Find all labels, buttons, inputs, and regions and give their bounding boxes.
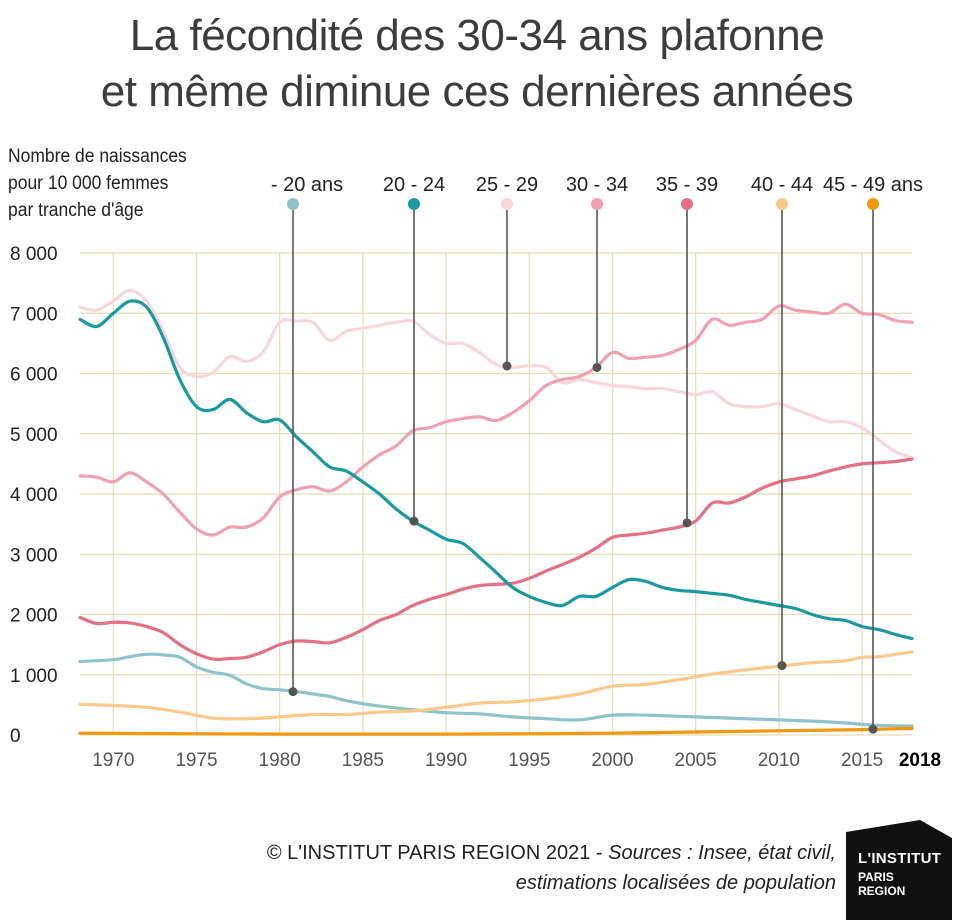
- legend-dot-25-29: [501, 198, 513, 210]
- y-axis-ticks: 0 1 000 2 000 3 000 4 000 5 000 6 000 7 000 8 00…: [10, 244, 58, 747]
- x-tick-label: 2005: [675, 750, 717, 771]
- x-tick-label: 2015: [841, 750, 883, 771]
- x-tick-label: 2000: [591, 750, 633, 771]
- y-tick-label: 1 000: [10, 666, 58, 687]
- x-tick-label: 1970: [92, 750, 134, 771]
- series-line-45-49-ans: [78, 726, 914, 736]
- institut-logo: L'INSTITUT PARIS REGION: [846, 820, 952, 920]
- legend-dot-35-39: [681, 198, 693, 210]
- y-axis-label-line-1: Nombre de naissances: [8, 146, 187, 167]
- y-tick-label: 7 000: [10, 304, 58, 325]
- series-line-30-34: [78, 302, 914, 537]
- x-tick-label: 1980: [259, 750, 301, 771]
- y-axis-label-line-2: pour 10 000 femmes: [8, 173, 169, 194]
- legend-label-20-ans: - 20 ans: [271, 174, 343, 196]
- legend-label-20-24: 20 - 24: [383, 174, 445, 196]
- logo-line-3: REGION: [858, 884, 906, 898]
- y-tick-label: 6 000: [10, 365, 58, 386]
- y-axis-label-line-3: par tranche d'âge: [8, 200, 144, 221]
- x-tick-label: 1985: [342, 750, 384, 771]
- source-reference: Sources : Insee, état civil,: [608, 842, 836, 864]
- legend-leader-dot: [592, 362, 602, 372]
- series-lines: [78, 288, 914, 736]
- legend-leader-dot: [682, 518, 692, 528]
- legend-label-45-49-ans: 45 - 49 ans: [823, 174, 923, 196]
- legend-dot-20-ans: [287, 198, 299, 210]
- y-tick-label: 5 000: [10, 425, 58, 446]
- legend-dot-45-49-ans: [867, 198, 879, 210]
- series-line-35-39: [78, 457, 914, 661]
- source-line-1: © L'INSTITUT PARIS REGION 2021 - Sources…: [267, 838, 836, 868]
- logo-line-2: PARIS: [858, 870, 894, 884]
- y-tick-label: 2 000: [10, 606, 58, 627]
- legend-label-25-29: 25 - 29: [476, 174, 538, 196]
- legend-leaders: [288, 210, 878, 734]
- series-line-20-24: [78, 299, 914, 641]
- series-line-25-29: [78, 288, 914, 460]
- y-tick-label: 0: [10, 726, 21, 747]
- chart-title: La fécondité des 30-34 ans plafonne et m…: [0, 8, 954, 120]
- legend-label-30-34: 30 - 34: [566, 174, 628, 196]
- x-tick-label: 2010: [758, 750, 800, 771]
- y-tick-label: 4 000: [10, 485, 58, 506]
- title-line-2: et même diminue ces dernières années: [100, 67, 854, 116]
- logo-lines-2-3: PARIS REGION: [858, 870, 905, 898]
- legend-dot-40-44: [776, 198, 788, 210]
- y-tick-label: 3 000: [10, 545, 58, 566]
- line-chart: 0 1 000 2 000 3 000 4 000 5 000 6 000 7 000 8 00…: [10, 174, 941, 771]
- legend-dot-20-24: [408, 198, 420, 210]
- source-copyright: © L'INSTITUT PARIS REGION 2021 -: [266, 842, 609, 864]
- legend-leader-dot: [502, 361, 512, 371]
- title-line-1: La fécondité des 30-34 ans plafonne: [129, 11, 825, 60]
- series-line-40-44: [78, 650, 914, 721]
- legend-label-35-39: 35 - 39: [656, 174, 718, 196]
- y-axis-label: Nombre de naissances pour 10 000 femmes …: [8, 143, 187, 224]
- source-note: © L'INSTITUT PARIS REGION 2021 - Sources…: [267, 838, 836, 898]
- legend-leader-dot: [288, 687, 298, 697]
- y-tick-label: 8 000: [10, 244, 58, 265]
- legend-leader-dot: [409, 516, 419, 526]
- logo-line-1: L'INSTITUT: [858, 850, 942, 867]
- x-tick-label: 2018: [899, 750, 941, 771]
- logo-shape: [846, 820, 952, 920]
- grid: [80, 252, 912, 736]
- legend-leader-dot: [868, 724, 878, 734]
- series-line-20-ans: [78, 652, 914, 728]
- legend-dot-30-34: [591, 198, 603, 210]
- x-tick-label: 1975: [175, 750, 217, 771]
- x-axis-ticks: 1970 1975 1980 1985 1990 1995 2000 2005 2010 2015…: [92, 750, 941, 771]
- legend-label-40-44: 40 - 44: [751, 174, 813, 196]
- x-tick-label: 1990: [425, 750, 467, 771]
- source-line-2: estimations localisées de population: [515, 872, 836, 894]
- x-tick-label: 1995: [508, 750, 550, 771]
- legend: - 20 ans 20 - 24 25 - 29 30 - 34 35 - 39 40 -…: [271, 174, 923, 210]
- legend-leader-dot: [777, 661, 787, 671]
